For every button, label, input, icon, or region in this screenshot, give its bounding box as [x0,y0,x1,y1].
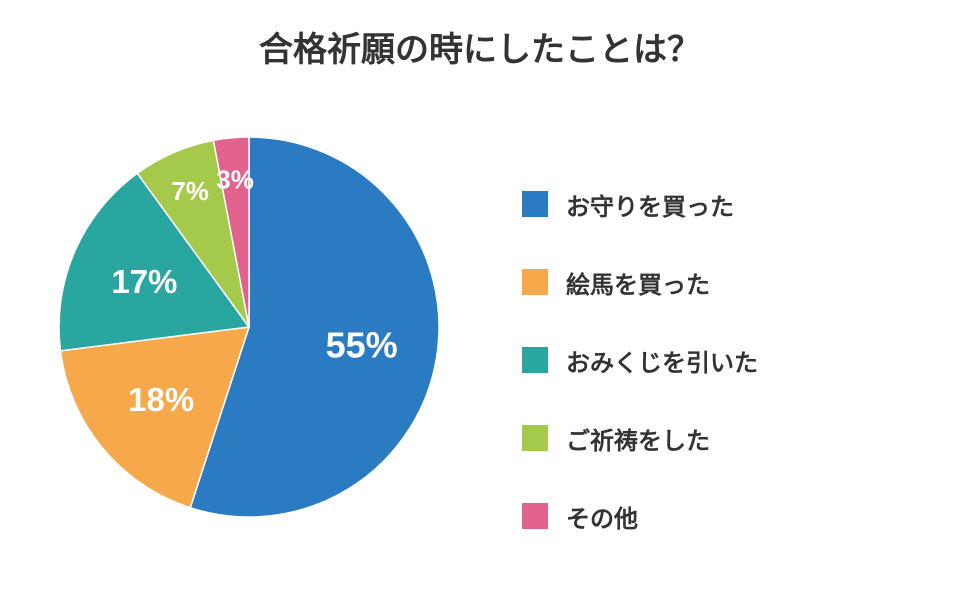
legend-item: ご祈祷をした [522,399,758,477]
slice-label: 7% [171,176,209,206]
chart-title: 合格祈願の時にしたことは？ [259,30,701,70]
legend-item: おみくじを引いた [522,321,758,399]
legend-swatch [522,347,548,373]
legend-item: その他 [522,477,758,555]
pie-slice [58,172,251,352]
legend-label: お守りを買った [566,192,734,221]
slice-label: 55% [326,324,398,365]
legend-item: お守りを買った [522,165,758,243]
slice-label: 3% [216,164,254,194]
legend-label: おみくじを引いた [566,348,758,377]
legend-swatch [522,503,548,529]
pie-slice [59,326,251,509]
legend-label: その他 [566,504,638,533]
legend-item: 絵馬を買った [522,243,758,321]
slice-label: 18% [128,381,194,418]
legend-swatch [522,191,548,217]
legend-swatch [522,269,548,295]
legend-label: 絵馬を買った [566,270,710,299]
pie-slice [189,136,440,518]
slice-label: 17% [111,263,177,300]
legend-swatch [522,425,548,451]
legend: お守りを買った 絵馬を買った おみくじを引いた ご祈祷をした その他 [522,165,758,555]
legend-label: ご祈祷をした [566,426,710,455]
pie-slice [212,136,250,328]
